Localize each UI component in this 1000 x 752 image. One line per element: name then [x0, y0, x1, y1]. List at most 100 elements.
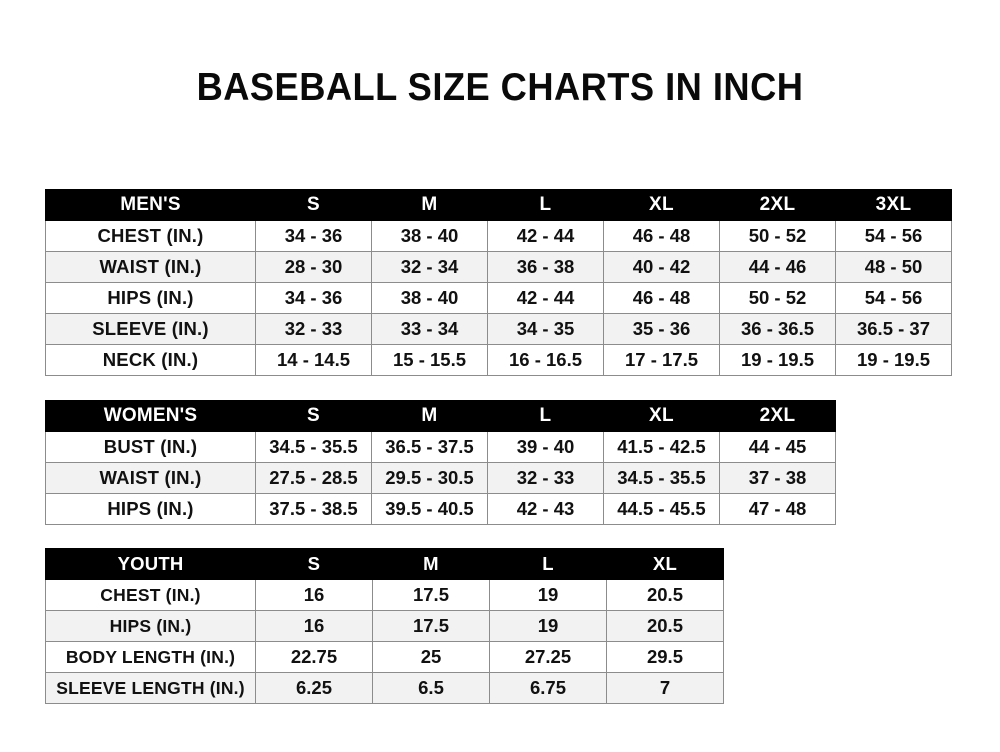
- measurement-cell: 33 - 34: [371, 313, 488, 345]
- measurement-cell: 46 - 48: [603, 220, 720, 252]
- youth-table-title: YOUTH: [45, 548, 256, 580]
- table-row: HIPS (IN.) 37.5 - 38.5 39.5 - 40.5 42 - 43 4…: [45, 493, 836, 525]
- measurement-cell: 16: [255, 579, 373, 611]
- measurement-cell: 29.5 - 30.5: [371, 462, 488, 494]
- column-header-l: L: [489, 548, 607, 580]
- measurement-cell: 32 - 33: [255, 313, 372, 345]
- measurement-cell: 37.5 - 38.5: [255, 493, 372, 525]
- measurement-cell: 6.25: [255, 672, 373, 704]
- measurement-cell: 17.5: [372, 579, 490, 611]
- measurement-cell: 50 - 52: [719, 220, 836, 252]
- measurement-cell: 17.5: [372, 610, 490, 642]
- measurement-cell: 44 - 45: [719, 431, 836, 463]
- table-row: CHEST (IN.) 34 - 36 38 - 40 42 - 44 46 - 48 5…: [45, 220, 952, 252]
- size-chart-womens: WOMEN'S S M L XL 2XL BUST (IN.) 34.5 - 35.5 36.…: [45, 400, 836, 525]
- column-header-2xl: 2XL: [719, 189, 836, 221]
- measurement-cell: 36.5 - 37: [835, 313, 952, 345]
- measurement-cell: 19 - 19.5: [835, 344, 952, 376]
- measurement-cell: 6.75: [489, 672, 607, 704]
- measurement-cell: 19: [489, 610, 607, 642]
- row-label-hips-in: HIPS (IN.): [45, 493, 256, 525]
- table-row: SLEEVE LENGTH (IN.) 6.25 6.5 6.75 7: [45, 672, 724, 704]
- measurement-cell: 16 - 16.5: [487, 344, 604, 376]
- measurement-cell: 32 - 33: [487, 462, 604, 494]
- size-chart-mens: MEN'S S M L XL 2XL 3XL CHEST (IN.) 34 - 36 38 - …: [45, 189, 952, 376]
- measurement-cell: 22.75: [255, 641, 373, 673]
- youth-header-row: YOUTH S M L XL: [45, 548, 724, 580]
- column-header-l: L: [487, 400, 604, 432]
- column-header-xl: XL: [603, 400, 720, 432]
- measurement-cell: 7: [606, 672, 724, 704]
- measurement-cell: 54 - 56: [835, 282, 952, 314]
- row-label-sleeve-in: SLEEVE (IN.): [45, 313, 256, 345]
- measurement-cell: 42 - 44: [487, 220, 604, 252]
- column-header-s: S: [255, 400, 372, 432]
- row-label-chest-in: CHEST (IN.): [45, 220, 256, 252]
- measurement-cell: 46 - 48: [603, 282, 720, 314]
- row-label-hips-in: HIPS (IN.): [45, 282, 256, 314]
- womens-header-row: WOMEN'S S M L XL 2XL: [45, 400, 836, 432]
- row-label-sleeve-length-in: SLEEVE LENGTH (IN.): [45, 672, 256, 704]
- measurement-cell: 20.5: [606, 610, 724, 642]
- measurement-cell: 47 - 48: [719, 493, 836, 525]
- column-header-s: S: [255, 548, 373, 580]
- measurement-cell: 37 - 38: [719, 462, 836, 494]
- mens-table-body: CHEST (IN.) 34 - 36 38 - 40 42 - 44 46 - 48 5…: [45, 220, 952, 376]
- table-row: WAIST (IN.) 27.5 - 28.5 29.5 - 30.5 32 - 33…: [45, 462, 836, 494]
- measurement-cell: 19 - 19.5: [719, 344, 836, 376]
- table-row: NECK (IN.) 14 - 14.5 15 - 15.5 16 - 16.5 17 …: [45, 344, 952, 376]
- column-header-2xl: 2XL: [719, 400, 836, 432]
- womens-table-title: WOMEN'S: [45, 400, 256, 432]
- measurement-cell: 42 - 44: [487, 282, 604, 314]
- measurement-cell: 36.5 - 37.5: [371, 431, 488, 463]
- womens-table-head: WOMEN'S S M L XL 2XL: [45, 400, 836, 432]
- table-row: BODY LENGTH (IN.) 22.75 25 27.25 29.5: [45, 641, 724, 673]
- table-row: BUST (IN.) 34.5 - 35.5 36.5 - 37.5 39 - 40 4…: [45, 431, 836, 463]
- measurement-cell: 20.5: [606, 579, 724, 611]
- measurement-cell: 48 - 50: [835, 251, 952, 283]
- measurement-cell: 54 - 56: [835, 220, 952, 252]
- column-header-m: M: [371, 400, 488, 432]
- measurement-cell: 32 - 34: [371, 251, 488, 283]
- row-label-bust-in: BUST (IN.): [45, 431, 256, 463]
- row-label-hips-in: HIPS (IN.): [45, 610, 256, 642]
- measurement-cell: 38 - 40: [371, 282, 488, 314]
- measurement-cell: 38 - 40: [371, 220, 488, 252]
- measurement-cell: 19: [489, 579, 607, 611]
- measurement-cell: 39 - 40: [487, 431, 604, 463]
- row-label-chest-in: CHEST (IN.): [45, 579, 256, 611]
- table-row: CHEST (IN.) 16 17.5 19 20.5: [45, 579, 724, 611]
- column-header-l: L: [487, 189, 604, 221]
- youth-table-body: CHEST (IN.) 16 17.5 19 20.5 HIPS (IN.) 16 17.5 1…: [45, 579, 724, 704]
- measurement-cell: 36 - 38: [487, 251, 604, 283]
- row-label-body-length-in: BODY LENGTH (IN.): [45, 641, 256, 673]
- size-chart-youth: YOUTH S M L XL CHEST (IN.) 16 17.5 19 20.5 HIPS (…: [45, 548, 724, 704]
- mens-table-head: MEN'S S M L XL 2XL 3XL: [45, 189, 952, 221]
- measurement-cell: 17 - 17.5: [603, 344, 720, 376]
- row-label-waist-in: WAIST (IN.): [45, 251, 256, 283]
- measurement-cell: 29.5: [606, 641, 724, 673]
- page-title: BASEBALL SIZE CHARTS IN INCH: [196, 66, 804, 109]
- measurement-cell: 40 - 42: [603, 251, 720, 283]
- measurement-cell: 44.5 - 45.5: [603, 493, 720, 525]
- table-row: WAIST (IN.) 28 - 30 32 - 34 36 - 38 40 - 42 4…: [45, 251, 952, 283]
- row-label-neck-in: NECK (IN.): [45, 344, 256, 376]
- table-row: HIPS (IN.) 34 - 36 38 - 40 42 - 44 46 - 48 50…: [45, 282, 952, 314]
- measurement-cell: 15 - 15.5: [371, 344, 488, 376]
- column-header-3xl: 3XL: [835, 189, 952, 221]
- measurement-cell: 25: [372, 641, 490, 673]
- womens-table-body: BUST (IN.) 34.5 - 35.5 36.5 - 37.5 39 - 40 4…: [45, 431, 836, 525]
- measurement-cell: 28 - 30: [255, 251, 372, 283]
- table-row: HIPS (IN.) 16 17.5 19 20.5: [45, 610, 724, 642]
- measurement-cell: 16: [255, 610, 373, 642]
- measurement-cell: 6.5: [372, 672, 490, 704]
- measurement-cell: 34.5 - 35.5: [255, 431, 372, 463]
- mens-header-row: MEN'S S M L XL 2XL 3XL: [45, 189, 952, 221]
- measurement-cell: 35 - 36: [603, 313, 720, 345]
- measurement-cell: 34 - 35: [487, 313, 604, 345]
- measurement-cell: 14 - 14.5: [255, 344, 372, 376]
- column-header-xl: XL: [606, 548, 724, 580]
- measurement-cell: 27.5 - 28.5: [255, 462, 372, 494]
- measurement-cell: 39.5 - 40.5: [371, 493, 488, 525]
- table-row: SLEEVE (IN.) 32 - 33 33 - 34 34 - 35 35 - 36…: [45, 313, 952, 345]
